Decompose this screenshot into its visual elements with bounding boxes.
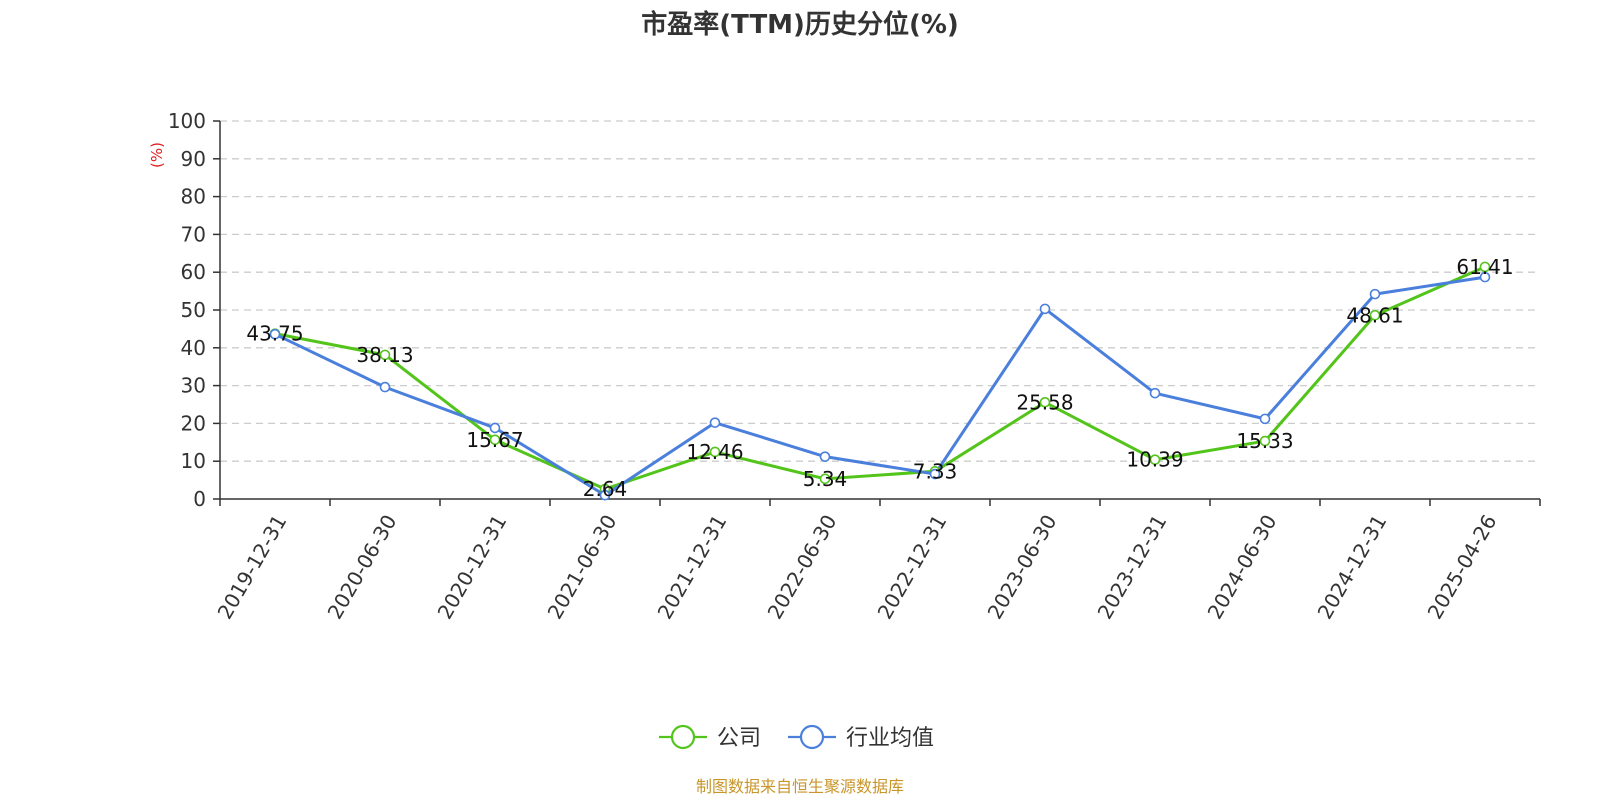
x-tick-label: 2023-12-31: [1093, 511, 1172, 624]
legend-item-1[interactable]: 行业均值: [788, 724, 934, 751]
source-note: 制图数据来自恒生聚源数据库: [696, 777, 904, 796]
y-tick-label: 20: [181, 411, 206, 435]
data-label: 12.46: [686, 440, 743, 464]
series-1-point[interactable]: [1149, 387, 1161, 399]
x-tick-label: 2024-06-30: [1203, 511, 1282, 624]
x-tick-label: 2021-12-31: [653, 511, 732, 624]
data-labels: 43.75 38.13 15.67 2.64 12.46 5.34 7.33 25.58 10.…: [246, 255, 1513, 501]
legend-label: 公司: [717, 726, 761, 751]
y-tick-label: 80: [181, 185, 206, 209]
y-tick-label: 10: [181, 449, 206, 473]
series-1-point[interactable]: [489, 422, 501, 434]
y-tick-label: 40: [181, 336, 206, 360]
data-label: 5.34: [803, 467, 848, 491]
legend-marker: [670, 724, 696, 750]
series-0-point[interactable]: [1039, 397, 1051, 408]
series-0-point[interactable]: [1369, 309, 1381, 321]
series-0-point[interactable]: [379, 349, 391, 361]
data-label: 2.64: [583, 477, 628, 501]
series-0-point[interactable]: [489, 434, 501, 446]
series-line-1: [274, 275, 1486, 497]
series-1-point[interactable]: [1479, 271, 1491, 283]
data-label: 43.75: [246, 322, 303, 346]
y-tick-label: 30: [181, 374, 206, 398]
x-axis-ticks: 2019-12-31 2020-06-30 2020-12-31 2021-06-30…: [213, 499, 1541, 624]
y-axis-unit: (%): [148, 142, 166, 168]
series-0-point[interactable]: [1149, 454, 1161, 466]
data-label: 48.61: [1346, 303, 1403, 327]
x-tick-label: 2023-06-30: [983, 511, 1062, 624]
legend-label: 行业均值: [846, 726, 934, 751]
x-tick-label: 2022-12-31: [873, 511, 952, 624]
y-axis-ticks: 0 10 20 30 40 50 60 70 80 90 100: [168, 109, 220, 511]
series-1-point[interactable]: [379, 381, 391, 393]
grid-lines: [220, 120, 1540, 462]
x-tick-label: 2020-12-31: [433, 511, 512, 624]
data-label: 25.58: [1016, 390, 1073, 414]
series-1-point[interactable]: [819, 451, 831, 462]
data-label: 7.33: [913, 459, 958, 483]
y-tick-label: 70: [181, 222, 206, 246]
data-label: 15.33: [1236, 429, 1293, 453]
chart-title: 市盈率(TTM)历史分位(%): [641, 9, 959, 40]
y-tick-label: 60: [181, 260, 206, 284]
y-tick-label: 90: [181, 147, 206, 171]
series-0-point[interactable]: [819, 473, 831, 485]
x-tick-label: 2021-06-30: [543, 511, 622, 624]
x-tick-label: 2025-04-26: [1423, 511, 1502, 624]
series-0-point[interactable]: [1259, 435, 1271, 447]
data-label: 15.67: [466, 428, 523, 452]
x-tick-label: 2022-06-30: [763, 511, 842, 624]
series-1-point[interactable]: [269, 328, 281, 340]
series-1-point[interactable]: [1369, 288, 1381, 300]
x-tick-label: 2019-12-31: [213, 511, 292, 624]
y-tick-label: 100: [168, 109, 206, 133]
series-0-point[interactable]: [709, 446, 721, 458]
legend[interactable]: 公司 行业均值: [659, 724, 934, 751]
series-layer: [269, 261, 1491, 501]
x-tick-label: 2024-12-31: [1313, 511, 1392, 624]
series-1-point[interactable]: [709, 417, 721, 428]
series-line-0: [274, 265, 1486, 491]
series-1-point[interactable]: [1259, 413, 1271, 425]
legend-marker: [799, 724, 825, 750]
x-tick-label: 2020-06-30: [323, 511, 402, 624]
y-tick-label: 0: [193, 487, 206, 511]
y-tick-label: 50: [181, 298, 206, 322]
data-label: 10.39: [1126, 448, 1183, 472]
series-1-point[interactable]: [929, 468, 941, 480]
series-1-point[interactable]: [1039, 303, 1051, 315]
series-1-point[interactable]: [599, 489, 611, 501]
data-label: 61.41: [1456, 255, 1513, 279]
data-label: 38.13: [356, 343, 413, 367]
legend-item-0[interactable]: 公司: [659, 724, 761, 751]
series-0-point[interactable]: [1479, 261, 1491, 273]
